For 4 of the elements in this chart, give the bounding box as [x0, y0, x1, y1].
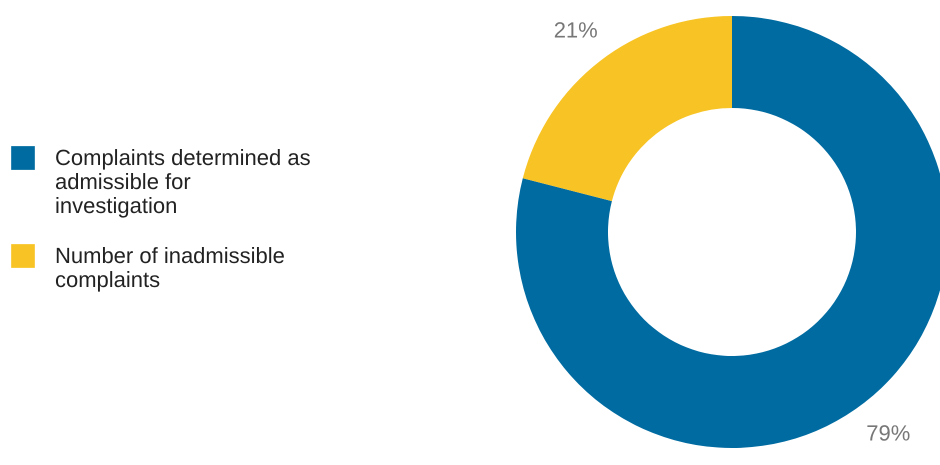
legend-label: Complaints determined as admissible for investigation [55, 145, 311, 218]
legend-label: Number of inadmissible complaints [55, 243, 285, 292]
data-label: 21% [554, 18, 598, 43]
data-label: 79% [866, 420, 910, 446]
